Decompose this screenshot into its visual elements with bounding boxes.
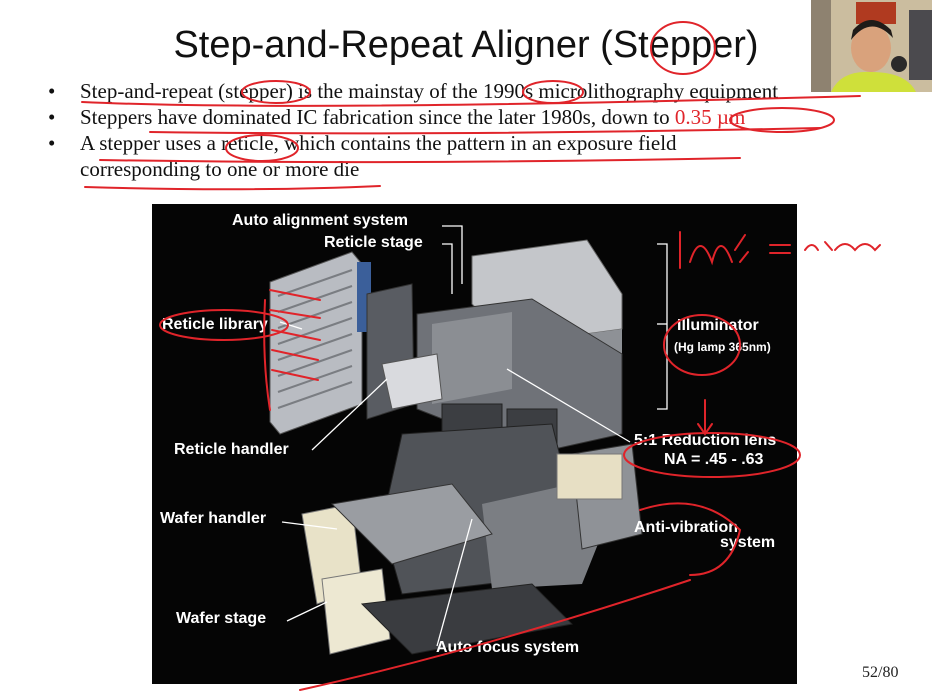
bullet-item: • Step-and-repeat (stepper) is the mains… (40, 78, 870, 104)
label-anti-vibration-system: system (720, 534, 776, 551)
bullet-item: • A stepper uses a reticle, which contai… (40, 130, 870, 182)
label-reticle-handler: Reticle handler (174, 441, 289, 458)
label-wafer-handler: Wafer handler (160, 510, 267, 527)
bullet-text-continued: corresponding to one or more die (80, 157, 360, 181)
label-auto-focus: Auto focus system (436, 639, 580, 656)
label-illuminator: Illuminator (677, 317, 759, 334)
bullet-text: Steppers have dominated IC fabrication s… (80, 105, 675, 129)
label-wafer-stage: Wafer stage (176, 610, 267, 627)
bullet-item: • Steppers have dominated IC fabrication… (40, 104, 870, 130)
bullet-dot-icon: • (48, 105, 56, 129)
bullet-text: Step-and-repeat (stepper) is the mainsta… (80, 79, 779, 103)
label-reticle-library: Reticle library (162, 316, 268, 333)
slide-title: Step-and-Repeat Aligner (Stepper) (173, 24, 759, 66)
page-number: 52/80 (862, 664, 899, 681)
label-illuminator-sub: (Hg lamp 365nm) (674, 340, 771, 354)
presenter-webcam (811, 0, 932, 92)
label-reduction-lens: 5:1 Reduction lens (634, 432, 777, 449)
label-reticle-stage: Reticle stage (324, 234, 423, 251)
label-auto-alignment: Auto alignment system (232, 212, 409, 229)
bullet-list: • Step-and-repeat (stepper) is the mains… (40, 78, 870, 182)
bullet-text: A stepper uses a reticle, which contains… (80, 131, 677, 155)
ink-handwriting-2 (804, 241, 881, 252)
bullet-dot-icon: • (48, 79, 56, 103)
bullet-highlight: 0.35 µm (674, 105, 746, 129)
label-numerical-aperture: NA = .45 - .63 (664, 451, 764, 468)
ink-underline-4 (84, 185, 381, 191)
presenter-video-icon (811, 0, 932, 92)
stepper-figure: Auto alignment system Reticle stage Reti… (152, 204, 797, 684)
bullet-dot-icon: • (48, 131, 56, 155)
